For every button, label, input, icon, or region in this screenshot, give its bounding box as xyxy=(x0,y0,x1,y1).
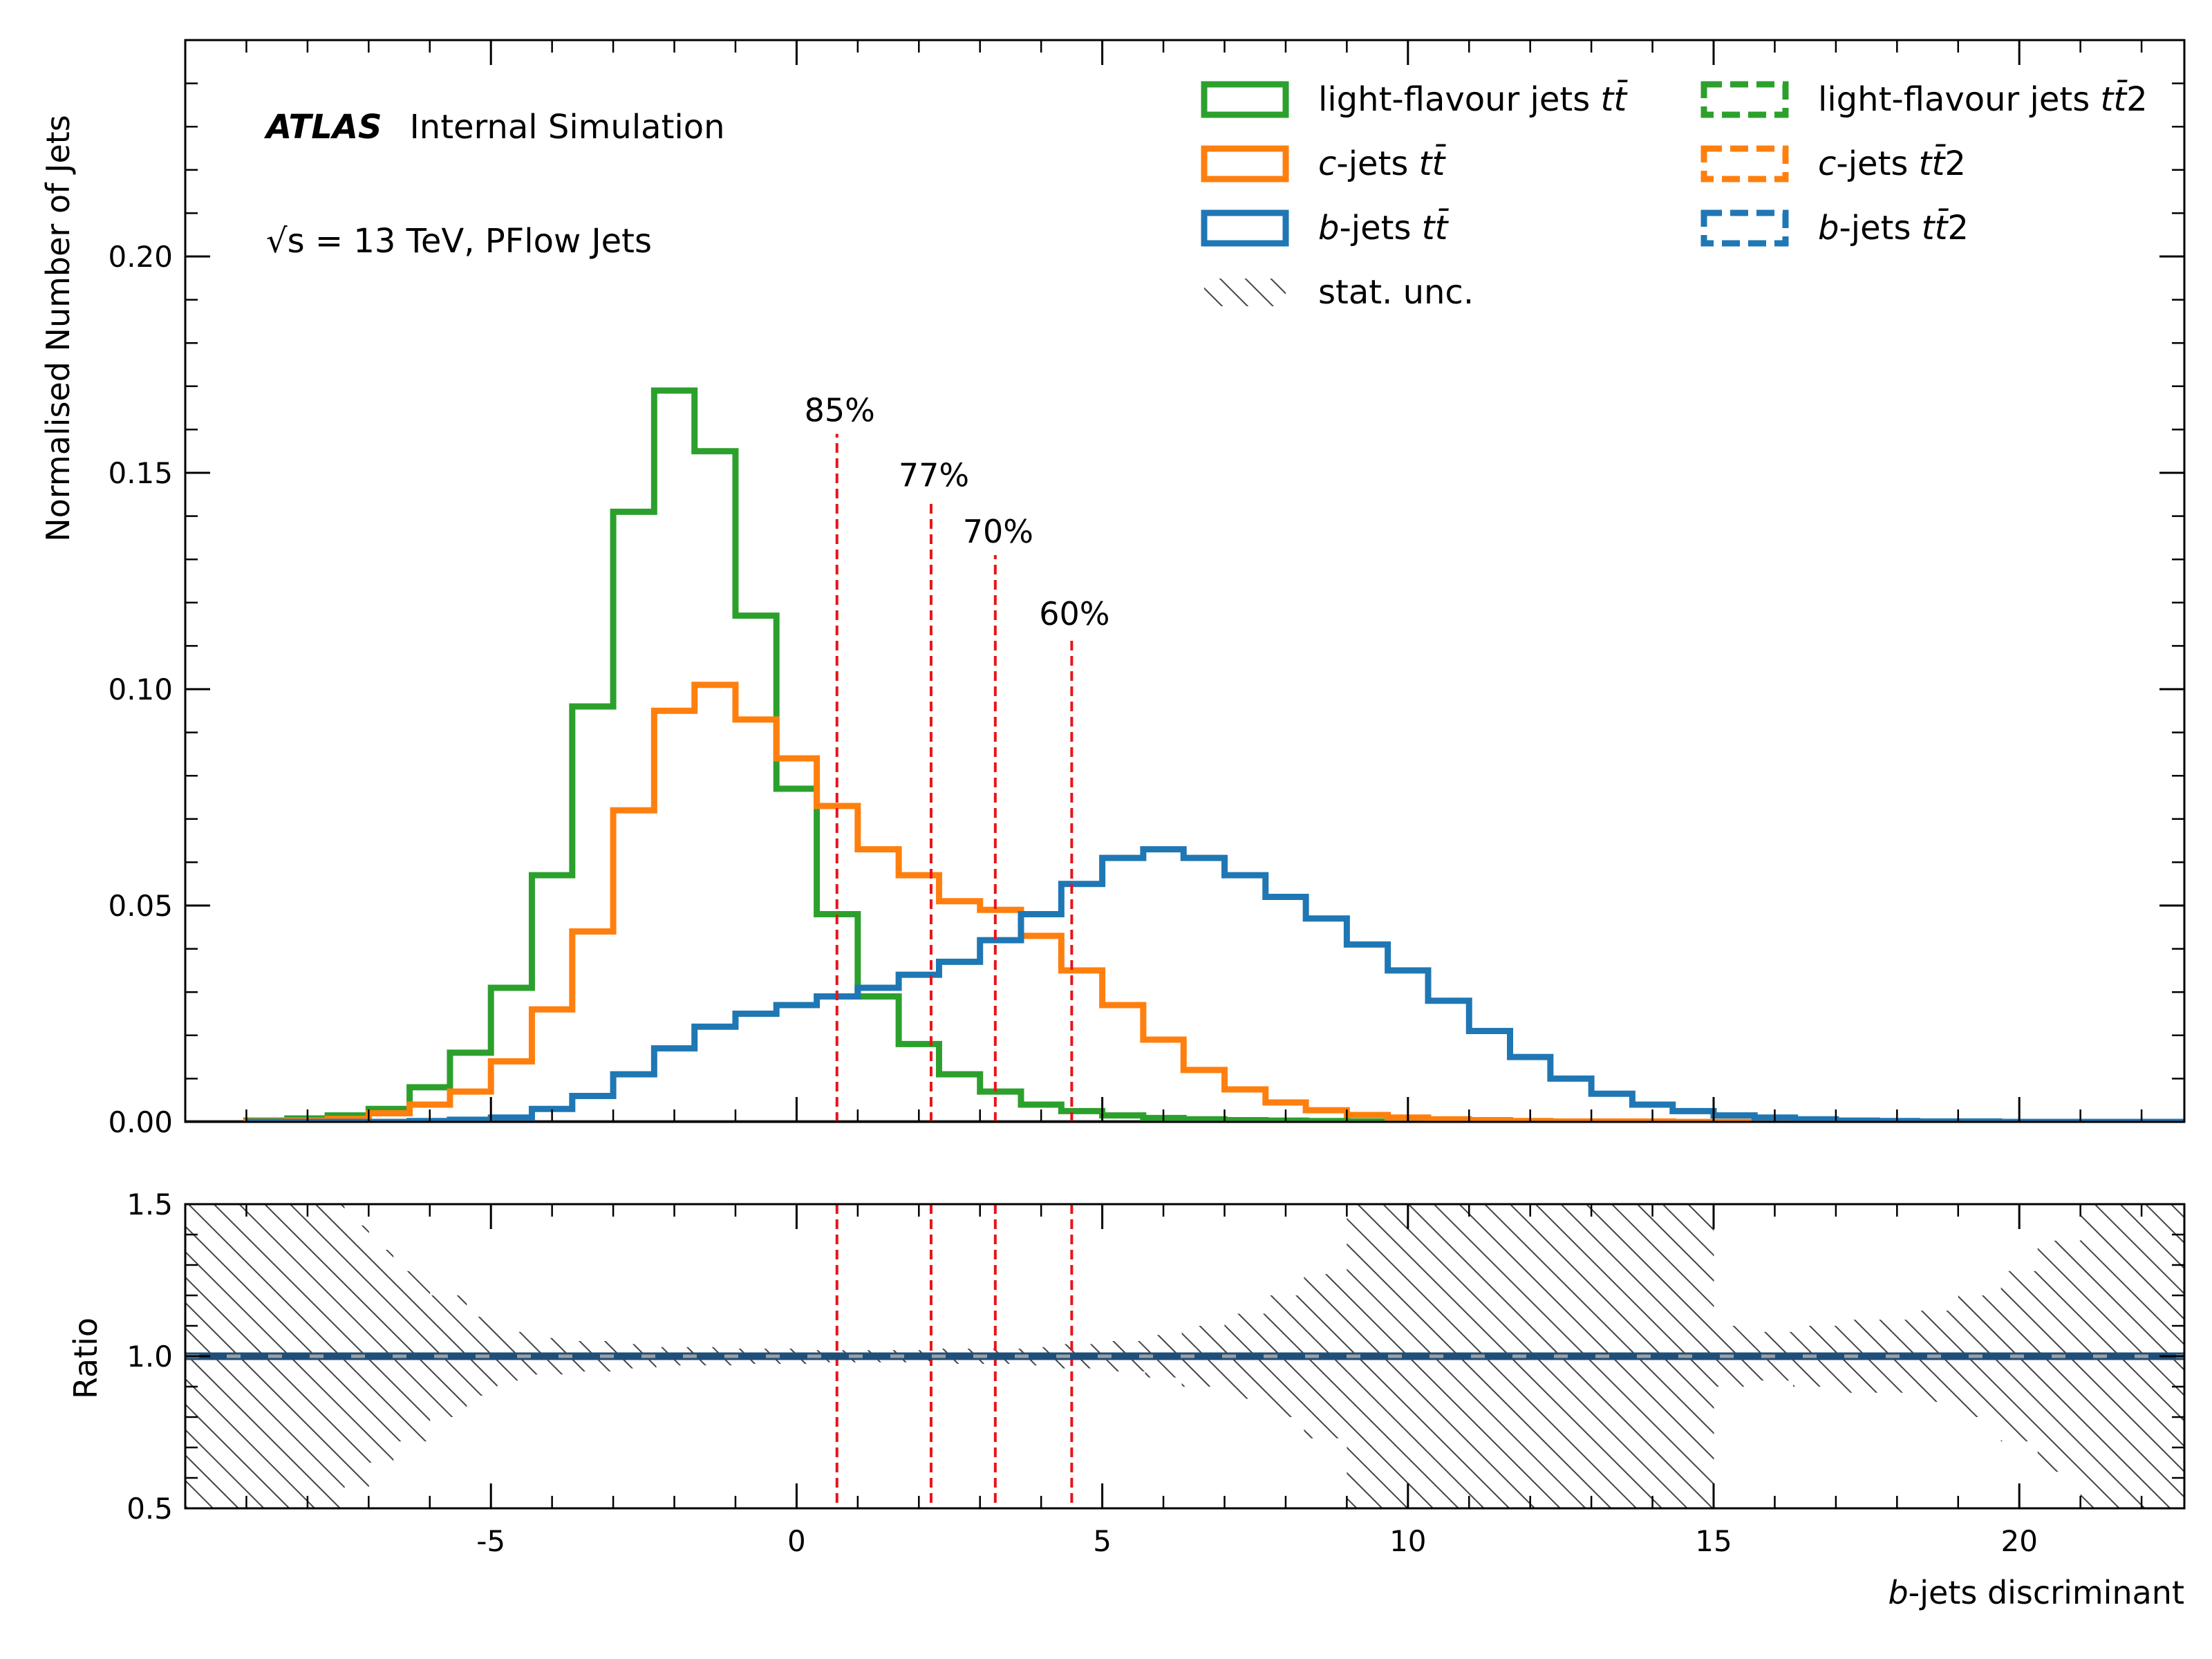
ratio-y-axis-label: Ratio xyxy=(67,1318,104,1399)
x-axis-label-italic: b xyxy=(1888,1574,1908,1611)
x-axis-label: b-jets discriminant xyxy=(1888,1574,2184,1611)
ratio-panel: -5 0 5 10 15 20 0.5 1.0 1.5 xyxy=(126,1188,2186,1558)
legend-entry-stat: stat. unc. xyxy=(1204,273,1474,312)
x-tick-label: -5 xyxy=(476,1524,505,1558)
main-plot-frame xyxy=(184,39,2186,1123)
status-label: Internal Simulation xyxy=(410,108,725,147)
wp-label-77%: 77% xyxy=(899,457,969,494)
legend-label: stat. unc. xyxy=(1318,273,1474,312)
histogram-c-jets-2 xyxy=(245,683,2184,1122)
x-tick-label: 20 xyxy=(2000,1524,2037,1558)
legend-entry-light-dash: light-flavour jets tt̄2 xyxy=(1700,79,2148,119)
legend-entry-c-dash: c-jets tt̄2 xyxy=(1700,144,1966,183)
y-tick-label: 0.00 xyxy=(108,1105,173,1139)
y-tick-label: 0.05 xyxy=(108,889,173,923)
histogram-b-jets xyxy=(246,846,2184,1122)
y-tick-label: 0.10 xyxy=(108,673,173,706)
x-tick-label: 0 xyxy=(787,1524,806,1558)
main-plot-panel: 85% 77% 70% 60% 0.00 0.05 0.10 0.15 0.20 xyxy=(108,39,2186,1139)
legend-label: light-flavour jets tt̄2 xyxy=(1818,79,2148,119)
legend-label: b-jets tt̄2 xyxy=(1818,208,1969,247)
histogram-b-jets-2 xyxy=(246,847,2184,1122)
x-axis-label-rest: -jets discriminant xyxy=(1909,1574,2184,1611)
ratio-y-tick-label: 1.0 xyxy=(126,1340,173,1374)
legend-label: c-jets tt̄ xyxy=(1318,144,1446,183)
legend-swatch xyxy=(1201,209,1289,247)
legend-swatch xyxy=(1700,145,1789,182)
x-tick-label: 10 xyxy=(1389,1524,1426,1558)
legend-swatch-hatch xyxy=(1204,279,1286,306)
x-tick-label: 15 xyxy=(1695,1524,1732,1558)
legend-swatch xyxy=(1201,81,1289,118)
legend-entry-b-dash: b-jets tt̄2 xyxy=(1700,208,1969,247)
legend-entry-b-solid: b-jets tt̄ xyxy=(1201,208,1450,247)
wp-label-70%: 70% xyxy=(963,513,1033,550)
y-tick-label: 0.15 xyxy=(108,456,173,490)
wp-label-60%: 60% xyxy=(1039,595,1109,632)
atlas-label: ATLAS xyxy=(263,108,382,147)
legend-label: b-jets tt̄ xyxy=(1318,208,1450,247)
legend-swatch xyxy=(1700,209,1789,247)
ratio-y-tick-label: 1.5 xyxy=(126,1188,173,1221)
legend-label: c-jets tt̄2 xyxy=(1818,144,1966,183)
histogram-light-jets xyxy=(243,387,2184,1122)
legend-label: light-flavour jets tt̄ xyxy=(1318,79,1628,119)
legend: light-flavour jets tt̄ c-jets tt̄ b-jets t… xyxy=(1201,79,2148,312)
x-tick-label: 5 xyxy=(1093,1524,1112,1558)
y-axis-label: Normalised Number of Jets xyxy=(39,115,77,542)
legend-swatch xyxy=(1700,81,1789,118)
histogram-c-jets xyxy=(243,682,2184,1122)
wp-label-85%: 85% xyxy=(805,392,875,429)
legend-entry-light-solid: light-flavour jets tt̄ xyxy=(1201,79,1628,119)
legend-entry-c-solid: c-jets tt̄ xyxy=(1201,144,1446,183)
experiment-label: ATLAS Internal Simulation xyxy=(263,108,725,147)
ratio-y-tick-label: 0.5 xyxy=(126,1492,173,1526)
energy-label: √s = 13 TeV, PFlow Jets xyxy=(266,222,652,261)
legend-swatch xyxy=(1201,145,1289,182)
y-tick-label: 0.20 xyxy=(108,240,173,274)
